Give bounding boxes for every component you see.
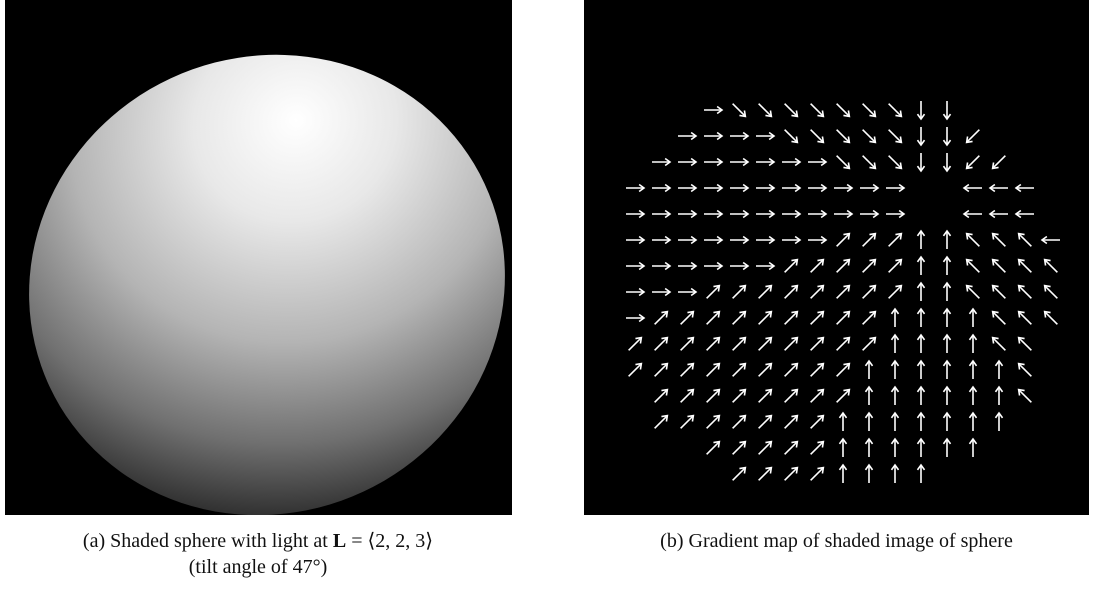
caption-text: Shaded sphere with light at — [110, 530, 333, 552]
caption-text: Gradient map of shaded image of sphere — [689, 530, 1013, 552]
image-background — [584, 0, 1089, 515]
caption-label: (b) — [660, 530, 683, 552]
caption-line: (tilt angle of 47°) — [0, 554, 516, 580]
caption-bold: L — [333, 530, 346, 552]
page: (a) Shaded sphere with light at L = ⟨2, … — [0, 0, 1093, 591]
caption-text: = ⟨2, 2, 3⟩ — [346, 530, 433, 552]
caption-line: (a) Shaded sphere with light at L = ⟨2, … — [0, 528, 516, 554]
gradient-map-image — [584, 0, 1089, 515]
shaded-sphere-image — [5, 0, 512, 515]
caption: (a) Shaded sphere with light at L = ⟨2, … — [0, 528, 516, 580]
caption: (b) Gradient map of shaded image of sphe… — [580, 528, 1093, 554]
caption-label: (a) — [83, 530, 105, 552]
